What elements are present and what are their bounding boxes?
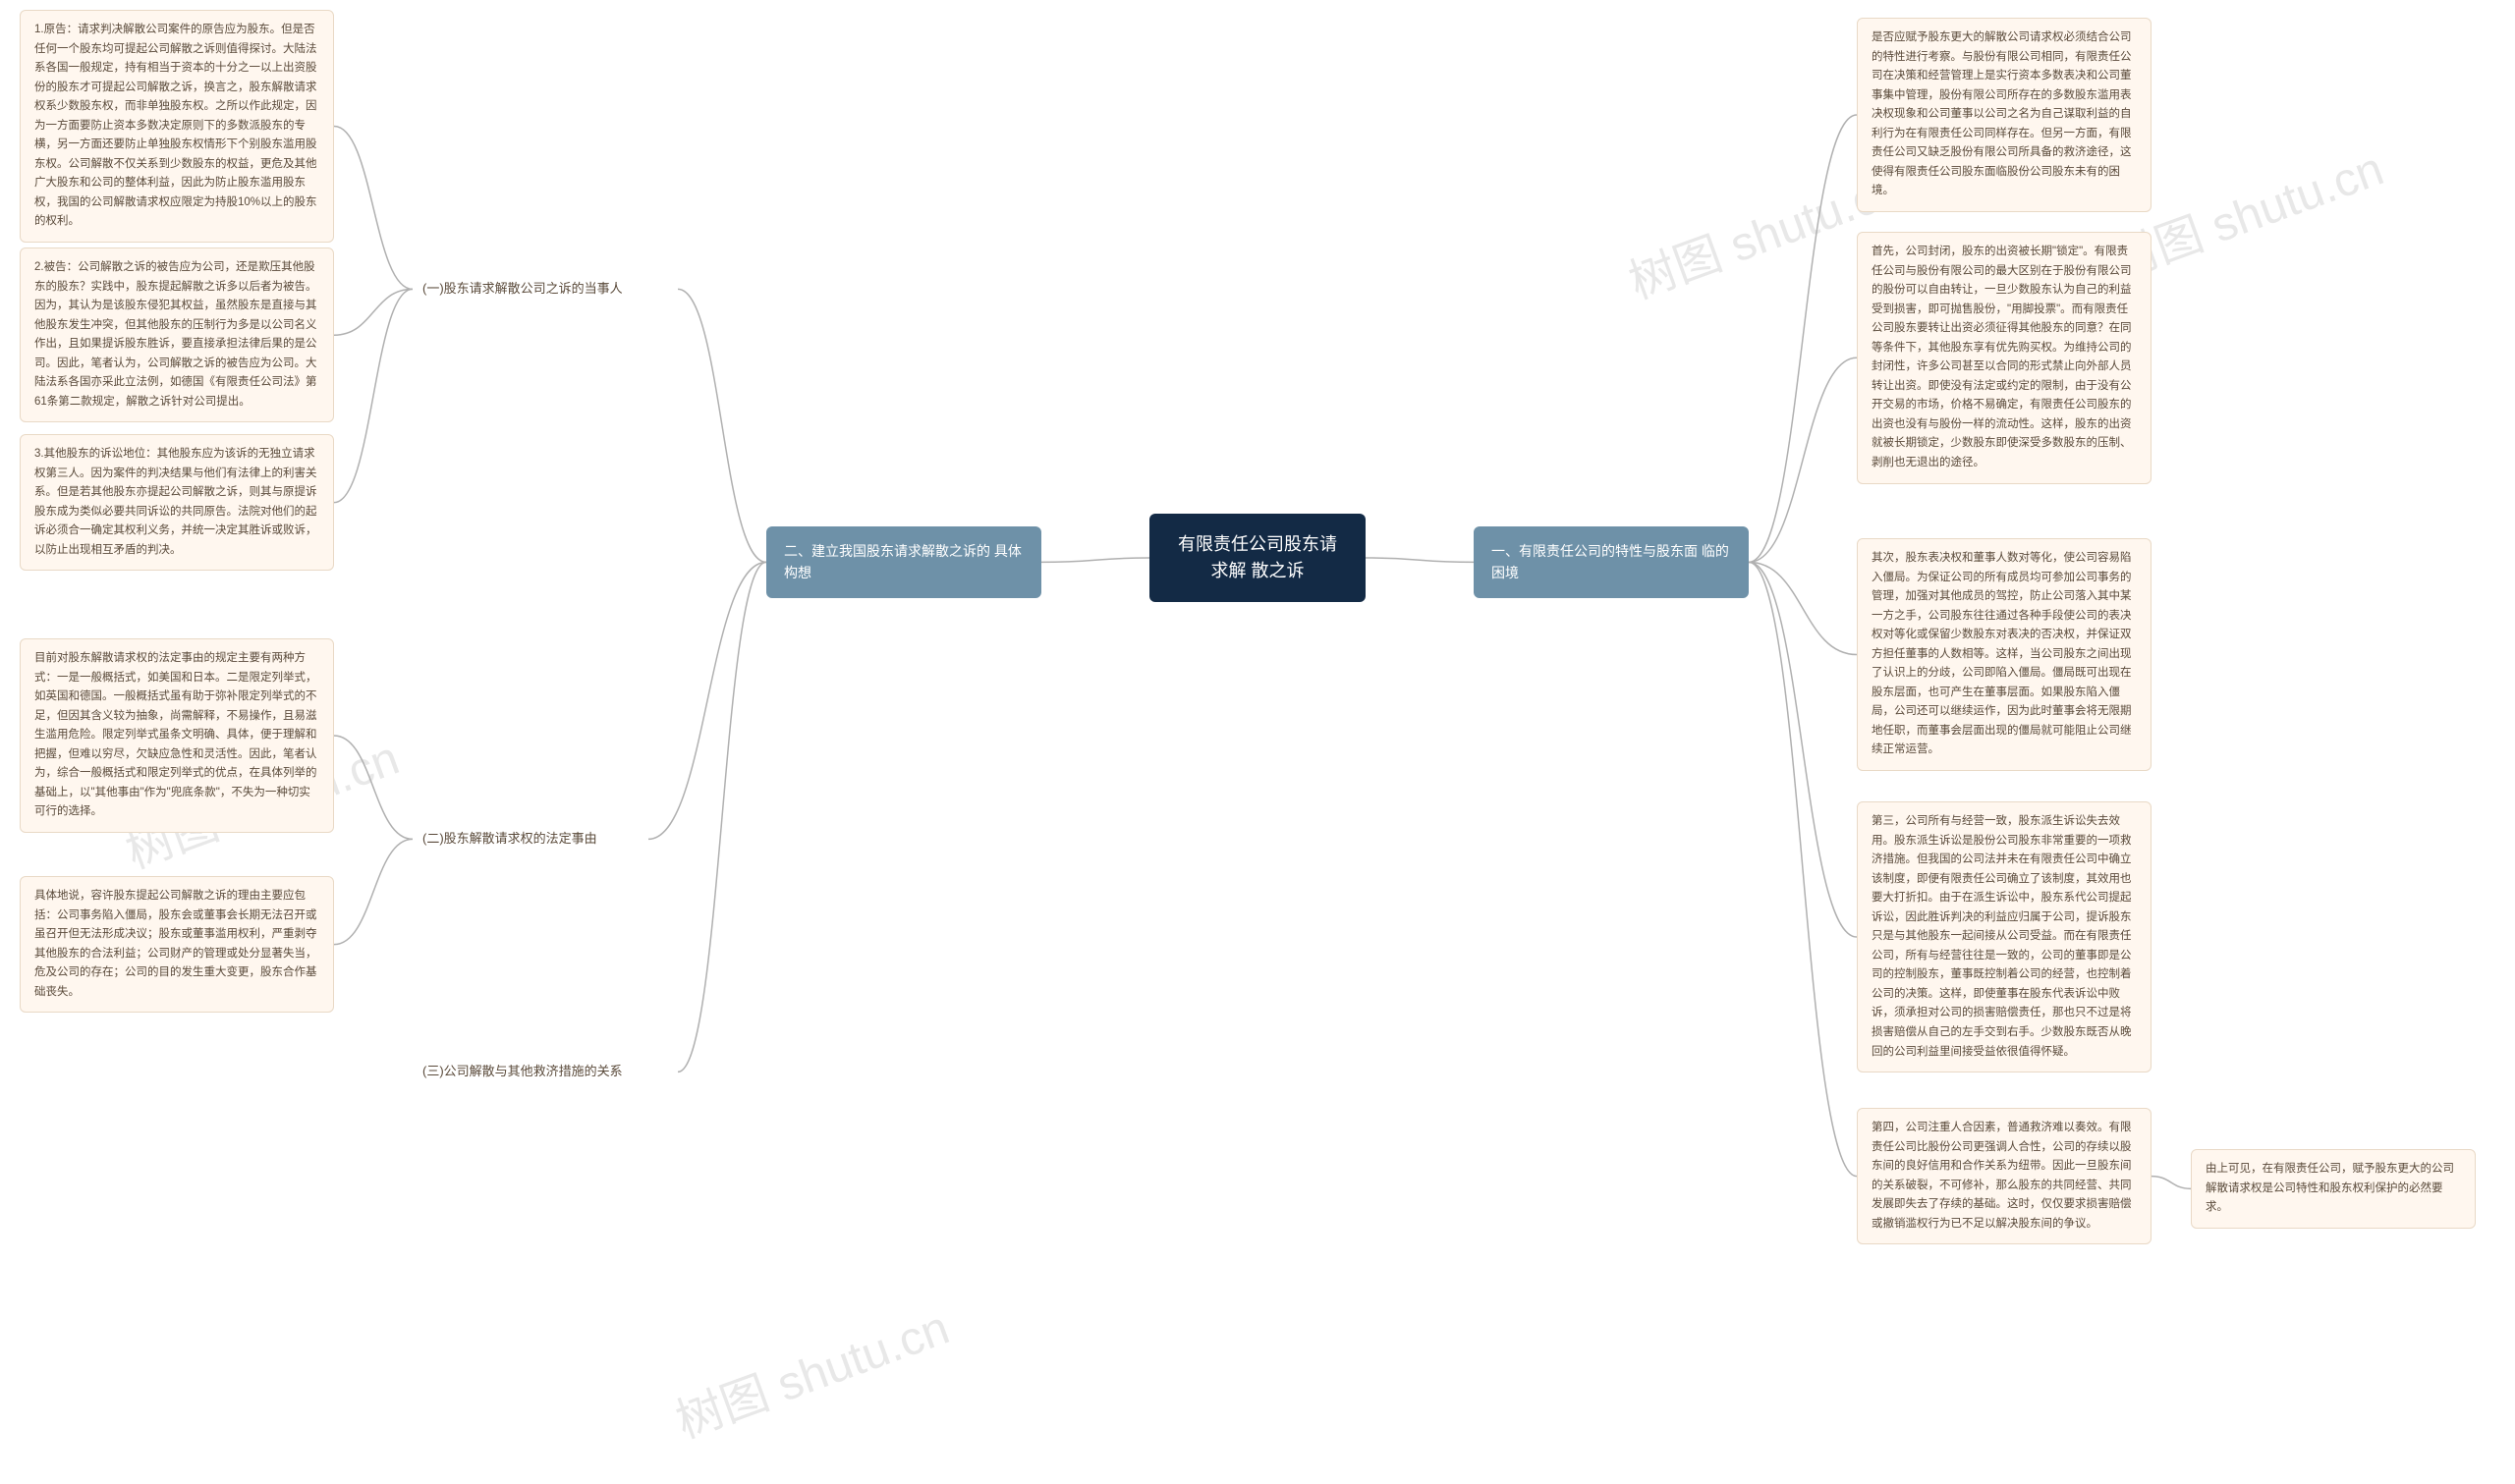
- mindmap-node[interactable]: 1.原告：请求判决解散公司案件的原告应为股东。但是否任何一个股东均可提起公司解散…: [20, 10, 334, 243]
- mindmap-node[interactable]: (一)股东请求解散公司之诉的当事人: [413, 273, 678, 305]
- mindmap-node[interactable]: 第四，公司注重人合因素，普通救济难以奏效。有限责任公司比股份公司更强调人合性，公…: [1857, 1108, 2152, 1244]
- mindmap-node[interactable]: (三)公司解散与其他救济措施的关系: [413, 1056, 678, 1088]
- mindmap-node[interactable]: 具体地说，容许股东提起公司解散之诉的理由主要应包括：公司事务陷入僵局，股东会或董…: [20, 876, 334, 1013]
- mindmap-node[interactable]: 首先，公司封闭，股东的出资被长期"锁定"。有限责任公司与股份有限公司的最大区别在…: [1857, 232, 2152, 484]
- mindmap-node[interactable]: 第三，公司所有与经营一致，股东派生诉讼失去效用。股东派生诉讼是股份公司股东非常重…: [1857, 801, 2152, 1072]
- mindmap-node[interactable]: (二)股东解散请求权的法定事由: [413, 823, 648, 855]
- mindmap-node[interactable]: 3.其他股东的诉讼地位：其他股东应为该诉的无独立请求权第三人。因为案件的判决结果…: [20, 434, 334, 571]
- mindmap-node[interactable]: 有限责任公司股东请求解 散之诉: [1149, 514, 1366, 602]
- watermark: 树图 shutu.cn: [665, 1289, 957, 1451]
- mindmap-node[interactable]: 2.被告：公司解散之诉的被告应为公司，还是欺压其他股东的股东？实践中，股东提起解…: [20, 247, 334, 422]
- mindmap-node[interactable]: 目前对股东解散请求权的法定事由的规定主要有两种方式：一是一般概括式，如美国和日本…: [20, 638, 334, 833]
- mindmap-node[interactable]: 是否应赋予股东更大的解散公司请求权必须结合公司的特性进行考察。与股份有限公司相同…: [1857, 18, 2152, 212]
- mindmap-node[interactable]: 二、建立我国股东请求解散之诉的 具体构想: [766, 526, 1041, 598]
- mindmap-node[interactable]: 其次，股东表决权和董事人数对等化，使公司容易陷入僵局。为保证公司的所有成员均可参…: [1857, 538, 2152, 771]
- mindmap-node[interactable]: 由上可见，在有限责任公司，赋予股东更大的公司解散请求权是公司特性和股东权利保护的…: [2191, 1149, 2476, 1229]
- mindmap-node[interactable]: 一、有限责任公司的特性与股东面 临的困境: [1474, 526, 1749, 598]
